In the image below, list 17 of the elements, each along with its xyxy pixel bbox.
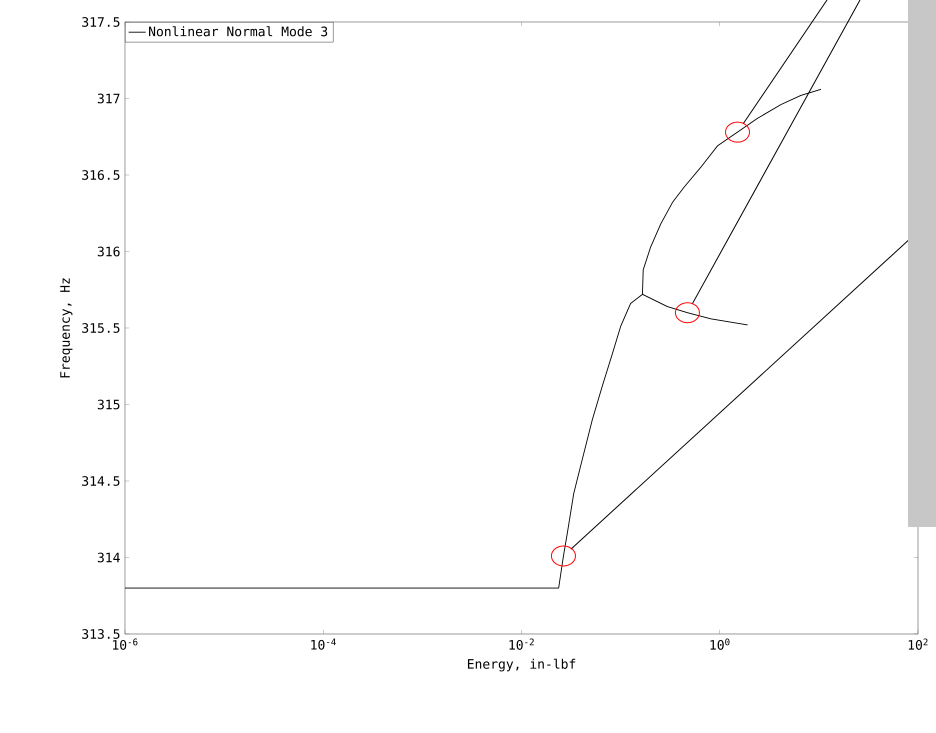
y-tick-label: 315 (98, 400, 120, 410)
y-tick-label: 316.5 (82, 170, 120, 180)
y-tick-label: 314.5 (82, 476, 120, 486)
x-tick-label: 10$^{-2}$ (510, 638, 534, 650)
legend-label: Nonlinear Normal Mode 3 (149, 26, 328, 36)
y-tick-label: 314 (98, 552, 120, 562)
x-tick-label: 10$^{-6}$ (113, 638, 138, 650)
x-tick-label: 10$^{2}$ (908, 638, 928, 650)
x-axis-title: Energy, in-lbf (468, 658, 576, 672)
y-tick-label: 317.5 (82, 17, 120, 27)
y-tick-label: 315.5 (82, 323, 120, 333)
y-tick-label: 313.5 (82, 629, 120, 639)
x-tick-label: 10$^{0}$ (710, 638, 730, 650)
y-tick-label: 317 (98, 94, 120, 104)
y-axis-title: Frequency, Hz (60, 278, 72, 378)
y-tick-label: 316 (98, 246, 120, 256)
x-tick-label: 10$^{-4}$ (311, 638, 336, 650)
